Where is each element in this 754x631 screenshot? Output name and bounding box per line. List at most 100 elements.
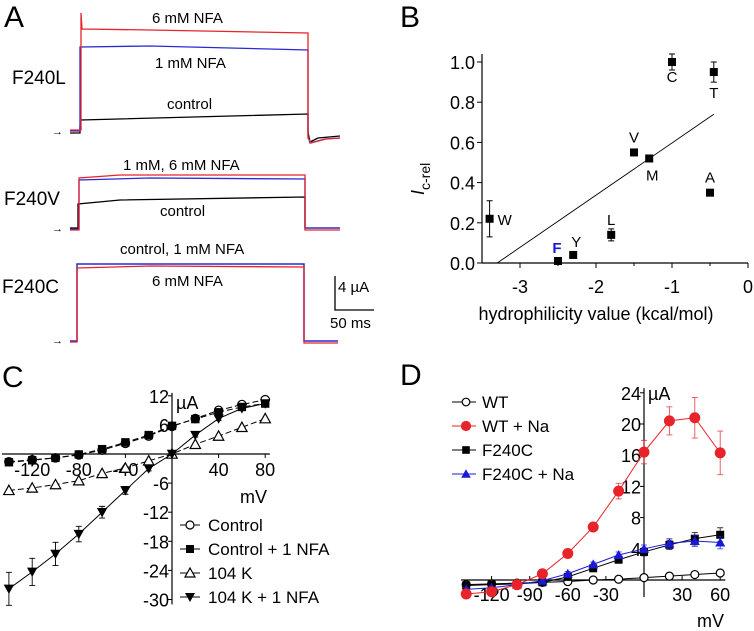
x-tick-label: -90 bbox=[517, 585, 543, 605]
data-point bbox=[663, 415, 675, 427]
panel-letter-a: A bbox=[4, 1, 24, 34]
data-point bbox=[587, 521, 599, 533]
legend-marker bbox=[183, 566, 197, 578]
x-tick-label: -30 bbox=[593, 585, 619, 605]
data-point bbox=[613, 550, 624, 560]
x-tick-label: -120 bbox=[14, 460, 50, 480]
data-point bbox=[166, 449, 178, 460]
data-point bbox=[716, 530, 725, 539]
point-label: C bbox=[667, 69, 678, 86]
data-point bbox=[536, 568, 548, 580]
x-tick-label: 30 bbox=[672, 585, 692, 605]
y-tick-label: 0.4 bbox=[450, 174, 475, 194]
legend-label: 104 K bbox=[208, 564, 253, 583]
row-label-f240l: F240L bbox=[12, 68, 66, 89]
data-point bbox=[235, 420, 249, 433]
data-point bbox=[49, 478, 62, 490]
data-point bbox=[73, 529, 84, 540]
trace-label-f240l-1mm: 1 mM NFA bbox=[155, 55, 226, 72]
data-point bbox=[258, 412, 272, 424]
series-line bbox=[8, 403, 266, 590]
legend-label: F240C bbox=[482, 441, 533, 460]
fit-line bbox=[496, 113, 715, 264]
y-tick-label: 0.0 bbox=[450, 254, 475, 274]
panel-letter-c: C bbox=[2, 361, 24, 394]
data-point bbox=[213, 414, 224, 424]
x-axis-title: mV bbox=[697, 611, 724, 631]
data-point bbox=[212, 429, 225, 441]
point-label: F bbox=[552, 240, 561, 257]
series-3 bbox=[3, 399, 271, 606]
data-point bbox=[613, 485, 625, 497]
x-tick-label: -2 bbox=[588, 277, 604, 297]
x-tick-label: 40 bbox=[209, 460, 229, 480]
series-0 bbox=[4, 394, 270, 467]
y-tick-label: 20 bbox=[621, 415, 641, 435]
data-point bbox=[485, 214, 494, 223]
legend-marker bbox=[185, 593, 195, 602]
y-tick-label: -24 bbox=[143, 561, 169, 581]
y-tick-label: 0.2 bbox=[450, 214, 475, 234]
legend-label: F240C + Na bbox=[482, 465, 575, 484]
point-label: T bbox=[709, 85, 718, 102]
legend-marker bbox=[461, 469, 471, 478]
point-label: Y bbox=[571, 234, 581, 251]
legend-marker bbox=[460, 420, 472, 432]
y-tick-label: -6 bbox=[153, 474, 169, 494]
point-label: M bbox=[646, 167, 659, 184]
x-tick-label: -1 bbox=[664, 277, 680, 297]
point-label: V bbox=[629, 129, 639, 146]
scale-bar bbox=[334, 276, 374, 311]
data-point bbox=[613, 574, 624, 584]
data-point bbox=[638, 446, 650, 458]
data-point bbox=[588, 575, 598, 585]
data-point bbox=[554, 256, 562, 265]
x-tick-label: -80 bbox=[66, 460, 92, 480]
data-point bbox=[588, 559, 599, 569]
data-point bbox=[715, 568, 725, 578]
legend-label: WT + Na bbox=[482, 417, 550, 436]
data-point bbox=[2, 483, 16, 496]
data-point bbox=[460, 588, 472, 600]
x-tick-label: 60 bbox=[710, 585, 730, 605]
y-axis-title: Ic-rel bbox=[408, 163, 433, 195]
data-point bbox=[706, 188, 714, 197]
data-point bbox=[715, 537, 726, 547]
legend-marker bbox=[462, 446, 470, 454]
data-point bbox=[120, 486, 131, 496]
legend-label: 104 K + 1 NFA bbox=[208, 588, 320, 607]
data-point bbox=[119, 461, 132, 473]
arrow-icon: → bbox=[52, 126, 63, 138]
panel-letter-d: D bbox=[400, 359, 422, 392]
trace-f240v-6mm bbox=[70, 174, 340, 231]
data-point bbox=[714, 447, 726, 459]
y-axis-title-sub: c-rel bbox=[417, 163, 433, 190]
y-tick-label: 12 bbox=[621, 477, 641, 497]
point-label: L bbox=[607, 212, 615, 229]
trace-label-f240c-6mm: 6 mM NFA bbox=[152, 273, 223, 290]
data-point bbox=[142, 454, 155, 466]
y-axis-unit: µA bbox=[176, 393, 198, 413]
data-point bbox=[25, 481, 39, 493]
trace-f240l-control bbox=[70, 113, 341, 143]
scale-bar-time: 50 ms bbox=[330, 315, 371, 332]
data-point bbox=[639, 573, 649, 583]
legend-marker bbox=[186, 545, 194, 553]
panel-a-traces: F240L 6 mM NFA 1 mM NFA control → F240V … bbox=[2, 10, 374, 347]
y-tick-label: 8 bbox=[631, 509, 641, 529]
data-point bbox=[72, 474, 86, 486]
panel-c-chart: -120-80-404080126-6-12-18-24-30µAmVContr… bbox=[1, 387, 330, 611]
legend-marker bbox=[185, 520, 195, 530]
legend-label: WT bbox=[482, 393, 508, 412]
data-point bbox=[236, 404, 248, 414]
data-point bbox=[95, 466, 109, 479]
y-tick-label: 12 bbox=[149, 387, 169, 407]
data-point bbox=[645, 154, 654, 163]
data-point bbox=[689, 536, 700, 545]
y-tick-label: 1.0 bbox=[450, 53, 475, 73]
series-line bbox=[8, 418, 266, 491]
trace-f240l-6mm bbox=[70, 12, 341, 144]
data-point bbox=[664, 538, 675, 548]
data-point bbox=[3, 584, 15, 595]
